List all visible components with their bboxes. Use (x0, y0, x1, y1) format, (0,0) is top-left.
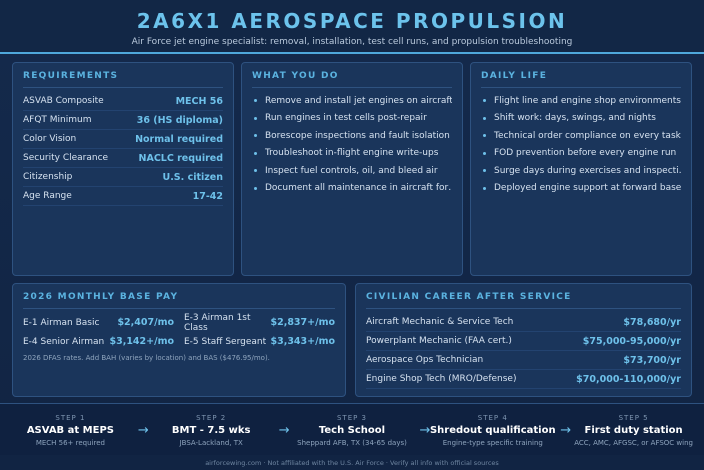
step-number: STEP 1 (55, 414, 86, 422)
card-title: WHAT YOU DO (252, 71, 452, 88)
steps: STEP 1 ASVAB at MEPS MECH 56+ required → STE… (0, 403, 704, 455)
pay-note: 2026 DFAS rates. Add BAH (varies by loca… (23, 354, 270, 362)
step: STEP 1 ASVAB at MEPS MECH 56+ required → (0, 404, 149, 455)
step-detail: MECH 56+ required (35, 439, 105, 447)
pay-card: 2026 MONTHLY BASE PAY E-1 Airman Basic $2,… (12, 283, 346, 397)
row-value: NACLC required (138, 152, 223, 164)
row: Color Vision Normal required (23, 130, 223, 149)
list-item: Surge days during exercises and inspecti… (481, 162, 681, 180)
row-label: ASVAB Composite (23, 96, 104, 106)
row: Security Clearance NACLC required (23, 149, 223, 168)
card-title: DAILY LIFE (481, 71, 681, 88)
row-label: Security Clearance (23, 153, 109, 163)
row-label: Citizenship (23, 172, 73, 182)
step-number: STEP 2 (196, 414, 227, 422)
row-label: Color Vision (23, 134, 77, 144)
row: Powerplant Mechanic (FAA cert.) $75,000-9… (366, 332, 681, 351)
row: Age Range 17-42 (23, 187, 223, 206)
row-label: Engine Shop Tech (MRO/Defense) (366, 374, 517, 384)
list: Flight line and engine shop environments… (481, 92, 681, 197)
row: E-5 Staff Sergeant $3,343+/mo (184, 332, 335, 351)
row: ASVAB Composite MECH 56 (23, 92, 223, 111)
arrow: → (560, 423, 572, 438)
civilian-card: CIVILIAN CAREER AFTER SERVICE Aircraft Me… (355, 283, 692, 397)
row-label: AFQT Minimum (23, 115, 92, 125)
list-item: FOD prevention before every engine run (481, 145, 681, 163)
what-you-do-card: WHAT YOU DO Remove and install jet engine… (241, 62, 463, 276)
list-item: Inspect fuel controls, oil, and bleed ai… (252, 162, 452, 180)
list-item: Troubleshoot in-flight engine write-ups (252, 145, 452, 163)
list-item: Borescope inspections and fault isolatio… (252, 127, 452, 145)
step-title: BMT - 7.5 wks (171, 425, 251, 436)
row: AFQT Minimum 36 (HS diploma) (23, 111, 223, 130)
row-value: 17-42 (192, 190, 223, 202)
step-detail: ACC, AMC, AFGSC, or AFSOC wing (574, 439, 693, 447)
row-label: Aircraft Mechanic & Service Tech (366, 317, 514, 327)
step: STEP 2 BMT - 7.5 wks JBSA-Lackland, TX → (141, 404, 290, 455)
row: E-1 Airman Basic $2,407/mo (23, 313, 174, 332)
step-number: STEP 3 (336, 414, 368, 422)
step-title: ASVAB at MEPS (26, 425, 114, 436)
card-title: REQUIREMENTS (23, 71, 223, 88)
row-value: $75,000-95,000/yr (582, 335, 681, 347)
row: Aerospace Ops Technician $73,700/yr (366, 351, 681, 370)
row-value: Normal required (135, 133, 223, 145)
list-item: Run engines in test cells post-repair (252, 110, 452, 128)
row-label: Aerospace Ops Technician (366, 355, 484, 365)
footer: airforcewing.com · Not affiliated with t… (205, 459, 499, 467)
row-value: $3,343+/mo (270, 336, 335, 347)
step-title: Shredout qualification (429, 425, 556, 436)
list-item: Document all maintenance in aircraft for… (252, 180, 452, 198)
row-label: E-5 Staff Sergeant (184, 336, 267, 347)
row: Engine Shop Tech (MRO/Defense) $70,000-11… (366, 370, 681, 389)
title: 2A6X1 AEROSPACE PROPULSION (136, 9, 568, 33)
row-label: Powerplant Mechanic (FAA cert.) (366, 336, 512, 346)
header: 2A6X1 AEROSPACE PROPULSION Air Force jet… (0, 0, 704, 54)
row-value: MECH 56 (175, 95, 223, 107)
list-item: Flight line and engine shop environments (481, 92, 681, 110)
rows: E-1 Airman Basic $2,407/mo E-3 Airman 1st … (23, 313, 335, 351)
step-number: STEP 4 (477, 414, 508, 422)
row-value: $3,142+/mo (109, 336, 174, 347)
arrow: → (278, 423, 290, 438)
arrow: → (137, 423, 149, 438)
row-value: U.S. citizen (162, 171, 223, 183)
row: E-3 Airman 1st Class $2,837+/mo (184, 312, 335, 333)
step: STEP 5 First duty station ACC, AMC, AFGSC,… (563, 404, 704, 455)
row-value: $2,407/mo (117, 317, 174, 328)
row-value: $2,837+/mo (270, 317, 335, 328)
list-item: Deployed engine support at forward bases (481, 180, 681, 198)
list-item: Remove and install jet engines on aircra… (252, 92, 452, 110)
subtitle: Air Force jet engine specialist: removal… (131, 37, 573, 47)
row-label: Age Range (23, 191, 72, 201)
row: Aircraft Mechanic & Service Tech $78,680/… (366, 313, 681, 332)
requirements-card: REQUIREMENTS ASVAB Composite MECH 56 AFQT M… (12, 62, 234, 276)
step-detail: Sheppard AFB, TX (34-65 days) (297, 439, 407, 447)
row-label: E-1 Airman Basic (23, 317, 100, 328)
list-item: Shift work: days, swings, and nights (481, 110, 681, 128)
list-item: Technical order compliance on every task (481, 127, 681, 145)
row-value: $73,700/yr (623, 354, 681, 366)
step: STEP 4 Shredout qualification Engine-type … (422, 404, 571, 455)
row-value: $78,680/yr (623, 316, 681, 328)
step-detail: Engine-type specific training (442, 439, 543, 447)
row-value: $70,000-110,000/yr (576, 373, 681, 385)
step-title: Tech School (318, 425, 386, 436)
step-title: First duty station (584, 425, 683, 436)
step-number: STEP 5 (618, 414, 649, 422)
row: Citizenship U.S. citizen (23, 168, 223, 187)
card-title: 2026 MONTHLY BASE PAY (23, 292, 335, 309)
daily-life-card: DAILY LIFE Flight line and engine shop en… (470, 62, 692, 276)
step-detail: JBSA-Lackland, TX (179, 439, 243, 447)
card-title: CIVILIAN CAREER AFTER SERVICE (366, 292, 681, 309)
step: STEP 3 Tech School Sheppard AFB, TX (34-65… (282, 404, 430, 455)
row-label: E-3 Airman 1st Class (184, 312, 251, 333)
arrow: → (419, 423, 431, 438)
list: Remove and install jet engines on aircra… (252, 92, 452, 197)
row-value: 36 (HS diploma) (136, 114, 223, 126)
row: E-4 Senior Airman $3,142+/mo (23, 332, 174, 351)
row-label: E-4 Senior Airman (23, 336, 105, 347)
